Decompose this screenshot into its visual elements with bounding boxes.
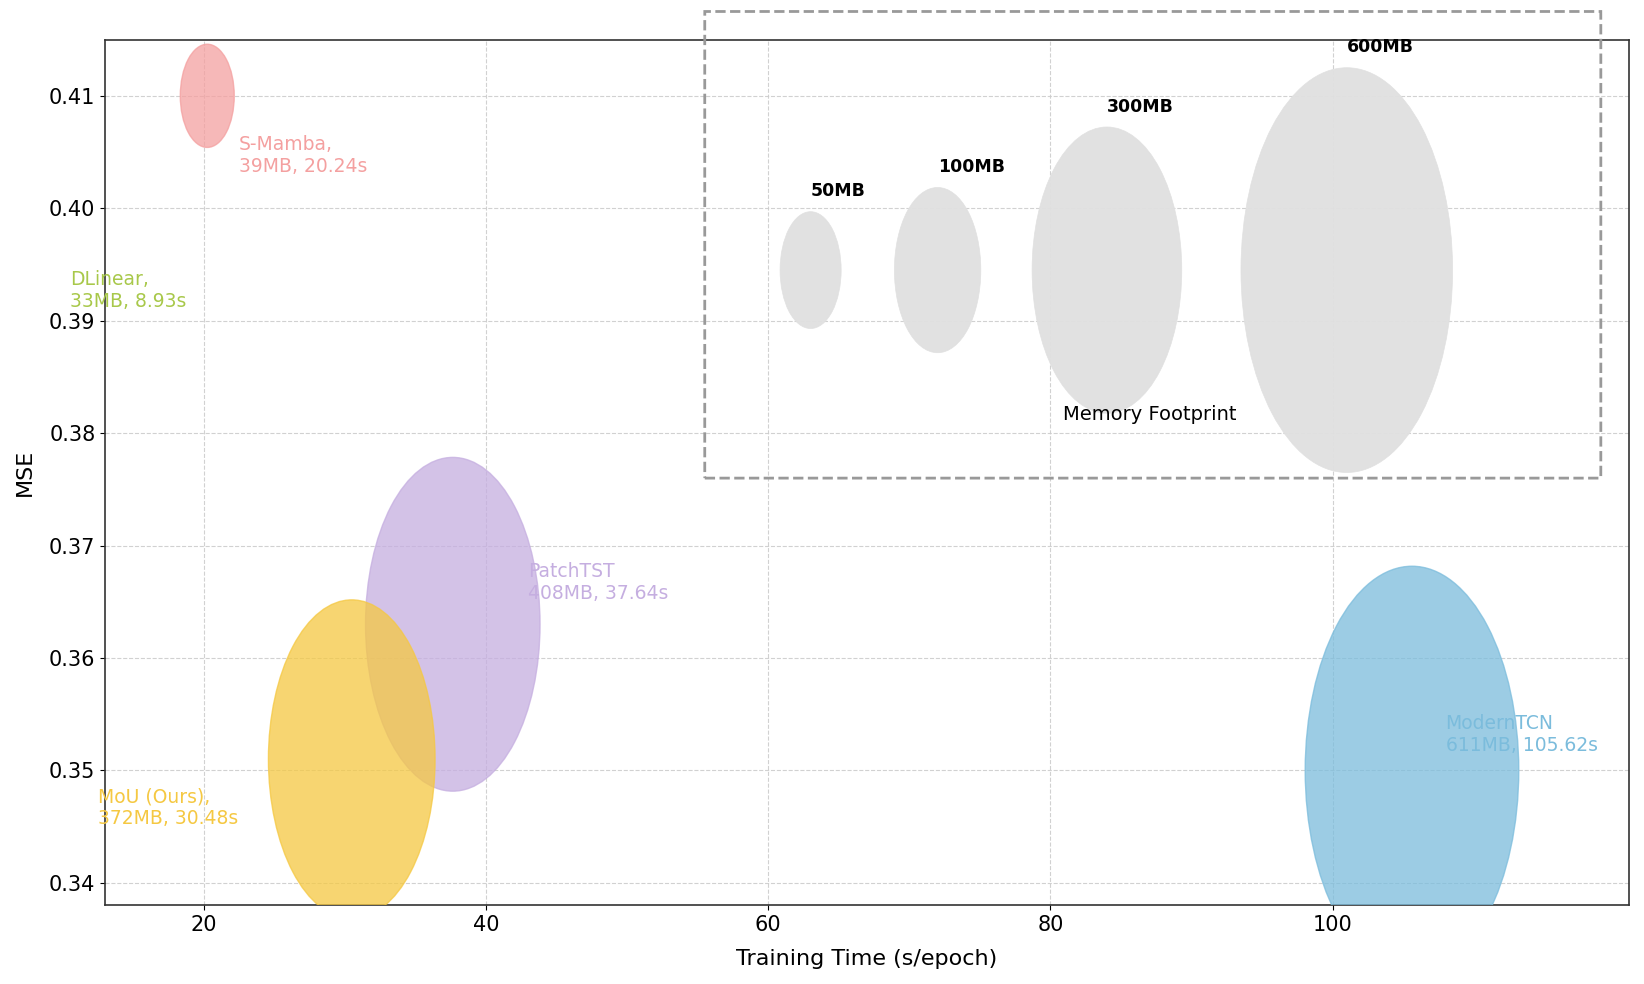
Ellipse shape (1032, 127, 1182, 413)
Text: 300MB: 300MB (1106, 97, 1174, 116)
Ellipse shape (23, 195, 72, 289)
Ellipse shape (779, 212, 842, 329)
Text: DLinear,
33MB, 8.93s: DLinear, 33MB, 8.93s (69, 270, 186, 311)
Text: 50MB: 50MB (810, 182, 865, 201)
Text: MoU (Ours),
372MB, 30.48s: MoU (Ours), 372MB, 30.48s (99, 787, 238, 829)
Ellipse shape (1241, 68, 1453, 472)
Y-axis label: MSE: MSE (15, 449, 35, 496)
Text: Memory Footprint: Memory Footprint (1062, 405, 1236, 424)
Ellipse shape (181, 44, 233, 148)
Ellipse shape (1305, 566, 1519, 975)
X-axis label: Training Time (s/epoch): Training Time (s/epoch) (737, 949, 998, 969)
Text: ModernTCN
611MB, 105.62s: ModernTCN 611MB, 105.62s (1445, 714, 1598, 756)
Ellipse shape (894, 188, 981, 352)
Ellipse shape (365, 458, 539, 791)
Ellipse shape (268, 600, 436, 919)
Text: 600MB: 600MB (1346, 38, 1414, 56)
Text: S-Mamba,
39MB, 20.24s: S-Mamba, 39MB, 20.24s (238, 135, 368, 176)
Text: PatchTST
408MB, 37.64s: PatchTST 408MB, 37.64s (528, 563, 669, 603)
Text: 100MB: 100MB (937, 158, 1004, 176)
